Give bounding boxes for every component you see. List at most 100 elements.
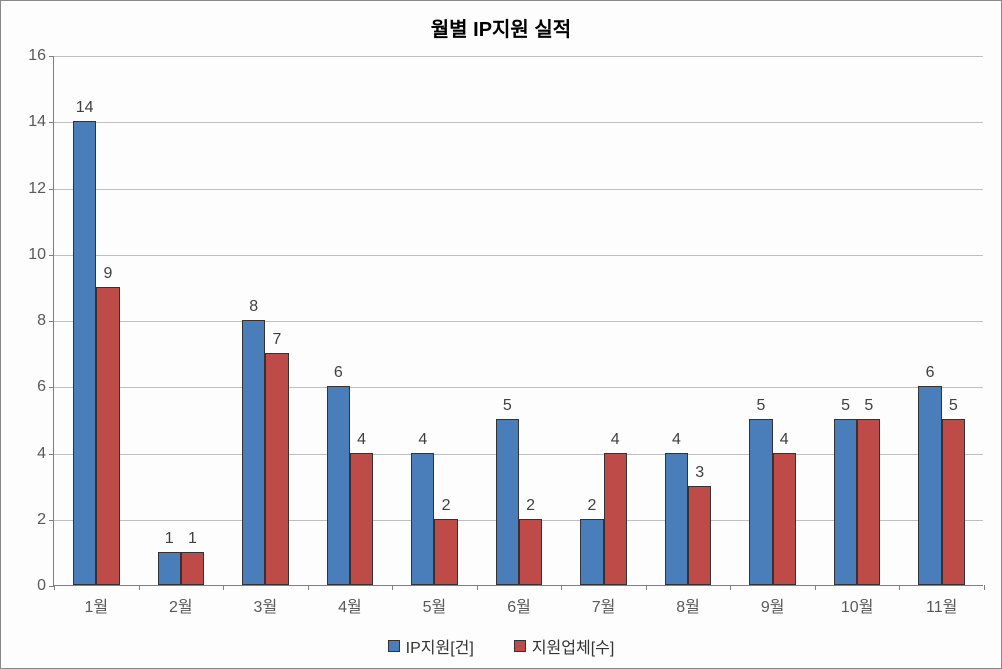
data-label: 2 (442, 497, 451, 515)
x-axis-label: 5월 (423, 593, 447, 617)
data-label: 1 (165, 530, 174, 548)
data-label: 6 (334, 364, 343, 382)
y-tick (49, 520, 54, 521)
y-axis-label: 10 (28, 246, 46, 264)
data-label: 2 (587, 497, 596, 515)
y-axis-label: 4 (37, 445, 46, 463)
x-tick (815, 585, 816, 590)
bar-series1 (834, 419, 857, 585)
data-label: 4 (611, 431, 620, 449)
x-axis-label: 2월 (169, 593, 193, 617)
y-axis-label: 6 (37, 378, 46, 396)
y-axis-label: 14 (28, 113, 46, 131)
chart-container: 월별 IP지원 실적 02468101214161월1492월113월874월6… (0, 0, 1002, 669)
x-axis-label: 9월 (761, 593, 785, 617)
y-axis-label: 0 (37, 577, 46, 595)
legend: IP지원[건] 지원업체[수] (1, 634, 1001, 658)
gridline (54, 56, 983, 57)
data-label: 5 (864, 397, 873, 415)
data-label: 5 (841, 397, 850, 415)
x-tick (984, 585, 985, 590)
data-label: 4 (357, 431, 366, 449)
legend-item-series1: IP지원[건] (388, 634, 474, 658)
x-axis-label: 10월 (841, 593, 874, 617)
x-axis-label: 1월 (84, 593, 108, 617)
y-axis-label: 8 (37, 312, 46, 330)
x-tick (223, 585, 224, 590)
y-tick (49, 122, 54, 123)
gridline (54, 387, 983, 388)
bar-series2 (604, 453, 627, 586)
y-axis-label: 12 (28, 180, 46, 198)
bar-series2 (434, 519, 457, 585)
legend-item-series2: 지원업체[수] (514, 634, 615, 658)
gridline (54, 122, 983, 123)
x-tick (54, 585, 55, 590)
bar-series1 (665, 453, 688, 586)
data-label: 3 (695, 464, 704, 482)
bar-series1 (73, 121, 96, 585)
bar-series1 (411, 453, 434, 586)
bar-series1 (580, 519, 603, 585)
y-tick (49, 321, 54, 322)
x-axis-label: 7월 (592, 593, 616, 617)
data-label: 14 (76, 99, 94, 117)
gridline (54, 189, 983, 190)
data-label: 1 (188, 530, 197, 548)
x-tick (308, 585, 309, 590)
legend-swatch-series2 (514, 640, 526, 652)
data-label: 9 (103, 265, 112, 283)
x-tick (139, 585, 140, 590)
data-label: 5 (757, 397, 766, 415)
bar-series2 (265, 353, 288, 585)
y-axis-label: 2 (37, 511, 46, 529)
x-axis-label: 8월 (676, 593, 700, 617)
bar-series2 (857, 419, 880, 585)
gridline (54, 255, 983, 256)
y-tick (49, 189, 54, 190)
bar-series2 (773, 453, 796, 586)
legend-label-series2: 지원업체[수] (532, 634, 615, 658)
x-axis-label: 6월 (507, 593, 531, 617)
x-tick (730, 585, 731, 590)
x-tick (646, 585, 647, 590)
x-tick (477, 585, 478, 590)
x-tick (561, 585, 562, 590)
data-label: 6 (926, 364, 935, 382)
bar-series2 (181, 552, 204, 585)
chart-title: 월별 IP지원 실적 (1, 13, 1001, 42)
data-label: 4 (672, 431, 681, 449)
x-tick (899, 585, 900, 590)
bar-series1 (918, 386, 941, 585)
gridline (54, 321, 983, 322)
x-axis-label: 4월 (338, 593, 362, 617)
data-label: 7 (273, 331, 282, 349)
y-tick (49, 56, 54, 57)
x-axis-label: 11월 (926, 593, 957, 617)
y-axis-label: 16 (28, 47, 46, 65)
legend-label-series1: IP지원[건] (406, 634, 474, 658)
data-label: 8 (249, 298, 258, 316)
data-label: 5 (949, 397, 958, 415)
bar-series2 (519, 519, 542, 585)
data-label: 2 (526, 497, 535, 515)
bar-series1 (749, 419, 772, 585)
x-tick (392, 585, 393, 590)
y-tick (49, 255, 54, 256)
bar-series1 (242, 320, 265, 585)
data-label: 5 (503, 397, 512, 415)
bar-series1 (158, 552, 181, 585)
bar-series1 (496, 419, 519, 585)
bar-series2 (688, 486, 711, 585)
bar-series2 (350, 453, 373, 586)
legend-swatch-series1 (388, 640, 400, 652)
bar-series2 (96, 287, 119, 585)
data-label: 4 (780, 431, 789, 449)
x-axis-label: 3월 (254, 593, 278, 617)
bar-series1 (327, 386, 350, 585)
data-label: 4 (418, 431, 427, 449)
y-tick (49, 387, 54, 388)
bar-series2 (942, 419, 965, 585)
y-tick (49, 454, 54, 455)
plot-area: 02468101214161월1492월113월874월645월426월527월… (53, 56, 983, 586)
